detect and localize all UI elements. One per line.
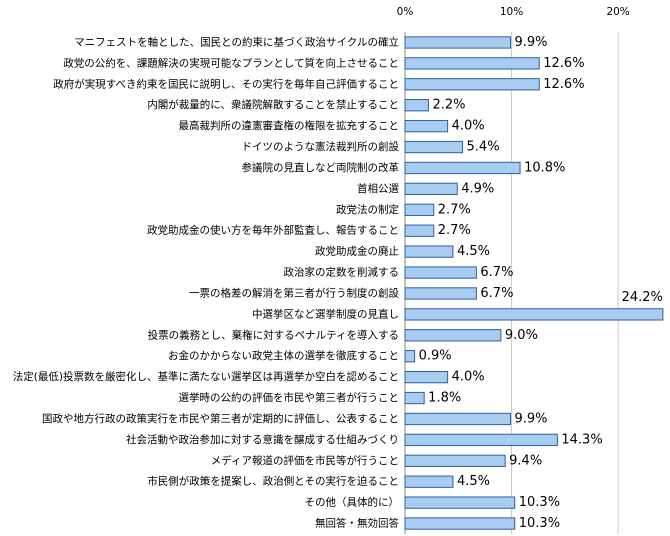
- value-label: 2.7%: [438, 223, 471, 238]
- category-label: 法定(最低)投票数を厳密化し、基準に満たない選挙区は再選挙か空白を認めること: [13, 370, 399, 383]
- category-label: 内閣が裁量的に、衆議院解散することを禁止すること: [147, 98, 399, 111]
- bar: [404, 475, 454, 488]
- x-tick-label: 10%: [500, 6, 523, 18]
- bar: [404, 412, 511, 426]
- category-label: 一票の格差の解消を第三者が行う制度の創設: [189, 286, 399, 299]
- x-tick-label: 20%: [606, 6, 629, 18]
- category-label: その他（具体的に）: [305, 496, 400, 509]
- value-label: 10.3%: [519, 516, 560, 531]
- category-label: 市民側が政策を提案し、政治側とその実行を迫ること: [147, 475, 399, 488]
- category-label: ドイツのような憲法裁判所の創設: [242, 140, 400, 153]
- value-label: 14.3%: [561, 432, 602, 447]
- category-label: 政党助成金の廃止: [315, 245, 399, 258]
- value-label: 4.5%: [457, 244, 490, 259]
- category-label: 最高裁判所の違憲審査権の権限を拡充すること: [179, 119, 400, 132]
- bar: [404, 78, 540, 91]
- value-label: 10.3%: [519, 495, 560, 510]
- bar: [404, 391, 425, 405]
- category-label: 首相公選: [357, 182, 399, 195]
- bar: [404, 203, 435, 216]
- value-label: 10.8%: [524, 160, 565, 175]
- category-label: 国政や地方行政の政策実行を市民や第三者が定期的に評価し、公表すること: [42, 412, 399, 425]
- category-label: メディア報道の評価を市民等が行うこと: [211, 454, 399, 467]
- value-label: 9.4%: [509, 453, 542, 468]
- bar: [404, 36, 511, 49]
- bar: [404, 350, 416, 363]
- value-label: 6.7%: [480, 265, 513, 280]
- category-label: 政党助成金の使い方を毎年外部監査し、報告すること: [147, 224, 399, 237]
- category-label: 社会活動や政治参加に対する意識を醸成する仕組みづくり: [126, 433, 399, 446]
- value-label: 2.2%: [432, 98, 465, 113]
- bar: [404, 433, 558, 447]
- value-label: 9.9%: [514, 411, 547, 426]
- value-label: 4.0%: [452, 119, 485, 134]
- bar: [404, 266, 477, 279]
- value-label: 9.9%: [514, 35, 547, 50]
- category-label: 政治家の定数を削減する: [284, 266, 400, 279]
- bar: [404, 245, 454, 258]
- value-label: 12.6%: [543, 56, 584, 71]
- value-label: 12.6%: [543, 77, 584, 92]
- bar: [404, 99, 429, 112]
- value-label: 6.7%: [480, 286, 513, 301]
- bar: [404, 370, 449, 384]
- value-label: 4.5%: [457, 474, 490, 489]
- value-label: 1.8%: [428, 391, 461, 406]
- bar: [404, 517, 516, 530]
- bar: [404, 308, 664, 321]
- value-label: 4.9%: [461, 181, 494, 196]
- bar: [404, 119, 449, 133]
- x-tick-label: 0%: [397, 6, 414, 18]
- category-label: 政党の公約を、課題解決の実現可能なプランとして質を向上させること: [63, 56, 399, 69]
- value-label: 4.0%: [452, 370, 485, 385]
- category-label: 政党法の制定: [336, 203, 399, 216]
- bar: [404, 454, 506, 467]
- category-label: お金のかからない政党主体の選挙を徹底すること: [168, 349, 399, 362]
- bar: [404, 57, 540, 70]
- category-label: マニフェストを軸とした、国民との約束に基づく政治サイクルの確立: [74, 35, 399, 48]
- category-label: 投票の義務とし、棄権に対するペナルティを導入する: [148, 328, 399, 341]
- bar: [404, 161, 521, 175]
- value-label: 24.2%: [622, 290, 663, 305]
- value-label: 5.4%: [467, 140, 500, 155]
- value-label: 9.0%: [505, 328, 538, 343]
- category-label: 無回答・無効回答: [315, 517, 399, 530]
- category-label: 選挙時の公約の評価を市民や第三者が行うこと: [179, 391, 400, 404]
- category-label: 参議院の見直しなど両院制の改革: [242, 161, 400, 174]
- bar: [404, 329, 502, 342]
- category-label: 中選挙区など選挙制度の見直し: [252, 307, 399, 320]
- bar: [404, 287, 477, 300]
- bar: [404, 496, 516, 509]
- category-label: 政府が実現すべき約束を国民に説明し、その実行を毎年自己評価すること: [53, 77, 399, 90]
- value-label: 2.7%: [438, 202, 471, 217]
- bar: [404, 224, 435, 237]
- bar: [404, 140, 464, 154]
- value-label: 0.9%: [419, 349, 452, 364]
- bar: [404, 182, 458, 196]
